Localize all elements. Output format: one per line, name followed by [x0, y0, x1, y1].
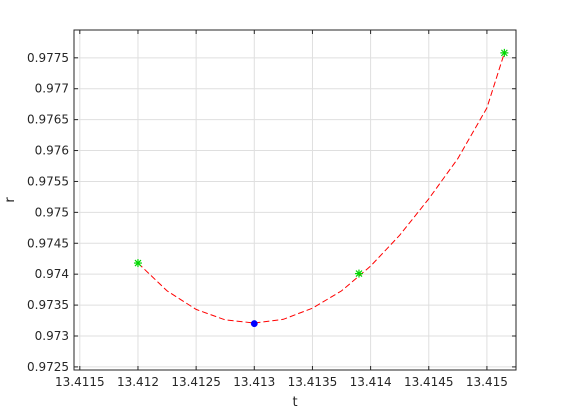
y-tick-label: 0.9765	[27, 113, 69, 127]
x-tick-label: 13.414	[350, 375, 392, 389]
x-tick-label: 13.412	[117, 375, 159, 389]
y-tick-label: 0.9755	[27, 174, 69, 188]
series-line-0	[137, 52, 505, 324]
star-marker	[354, 269, 363, 278]
plot-area	[74, 30, 516, 370]
y-tick-label: 0.973	[35, 329, 69, 343]
x-tick-label: 13.4115	[55, 375, 105, 389]
grid	[74, 30, 516, 370]
x-tick-label: 13.415	[466, 375, 508, 389]
star-marker	[133, 259, 142, 268]
star-marker	[500, 48, 509, 57]
y-tick-label: 0.9745	[27, 236, 69, 250]
dot-marker	[250, 320, 258, 328]
x-tick-label: 13.413	[233, 375, 275, 389]
y-tick-label: 0.976	[35, 144, 69, 158]
series-layer	[133, 48, 509, 328]
x-axis-label: t	[292, 395, 297, 410]
x-tick-label: 13.4145	[404, 375, 454, 389]
x-tick-label: 13.4135	[288, 375, 338, 389]
y-tick-label: 0.975	[35, 205, 69, 219]
y-tick-label: 0.9775	[27, 51, 69, 65]
y-tick-label: 0.9725	[27, 360, 69, 374]
x-ticks: 13.4115 13.412 13.4125 13.413 13.4135 13.414 1…	[55, 30, 508, 389]
y-tick-label: 0.974	[35, 267, 69, 281]
y-tick-label: 0.977	[35, 82, 69, 96]
y-ticks: 0.9725 0.973 0.9735 0.974 0.9745 0.975 0.9755 0…	[27, 51, 516, 374]
plot-frame	[73, 29, 517, 371]
y-tick-label: 0.9735	[27, 298, 69, 312]
x-tick-label: 13.4125	[171, 375, 221, 389]
y-axis-label: r	[3, 197, 18, 203]
